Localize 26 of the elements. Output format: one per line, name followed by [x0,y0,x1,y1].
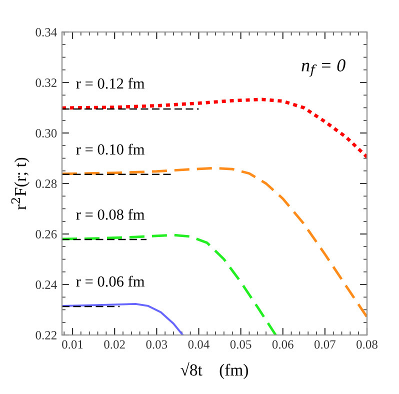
line-series [62,98,367,159]
annotation: r = 0.06 fm [76,276,145,287]
x-tick-label: 0.06 [272,340,294,349]
line-series [62,166,367,318]
y-tick-label: 0.34 [36,28,57,37]
annotation: r = 0.12 fm [76,78,145,89]
annotation: r = 0.08 fm [76,208,145,220]
y-tick-label: 0.28 [36,180,57,188]
y-tick-label: 0.22 [36,331,56,340]
x-tick-label: 0.08 [356,340,378,349]
x-tick-label: 0.05 [230,340,252,349]
x-axis-title: √8t (fm) [180,362,248,380]
y-tick-label: 0.30 [36,129,57,138]
annotation: r = 0.10 fm [76,144,145,155]
x-tick-label: 0.02 [104,340,125,349]
y-axis-title: r$^{2}$F(r; t) [11,158,30,210]
x-tick-label: 0.07 [314,340,336,349]
line-series [62,302,184,335]
line-series [62,234,277,335]
x-tick-label: 0.04 [188,340,210,349]
x-tick-label: 0.01 [62,340,83,349]
annotation: n$_{f}$ = 0 [302,59,346,77]
y-tick-label: 0.26 [36,230,57,239]
x-tick-label: 0.03 [146,340,168,349]
y-tick-label: 0.24 [36,280,57,290]
y-tick-label: 0.32 [36,78,56,88]
